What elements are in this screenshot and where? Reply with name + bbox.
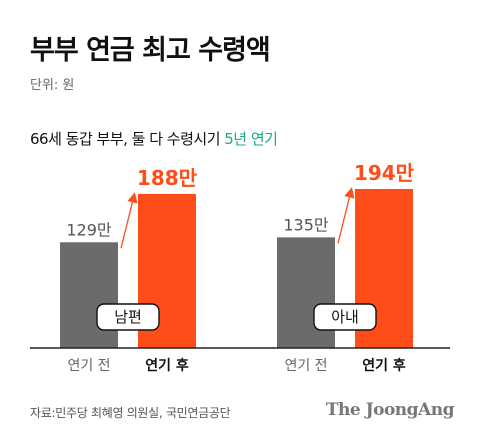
unit-label: 단위: 원	[30, 78, 75, 93]
bar-1-before	[60, 242, 118, 348]
publisher-logo: The JoongAng	[325, 400, 455, 420]
value-label-2-after: 194만	[354, 161, 415, 185]
source-note: 자료:민주당 최혜영 의원실, 국민연금공단	[30, 406, 231, 420]
category-label-1-after: 연기 후	[145, 358, 189, 374]
increase-arrow-2	[337, 187, 355, 244]
page-title: 부부 연금 최고 수령액	[30, 35, 271, 66]
group-tag-2	[313, 303, 377, 331]
subtitle-accent: 5년 연기	[224, 130, 278, 148]
category-label-2-before: 연기 전	[284, 358, 327, 374]
category-label-2-after: 연기 후	[362, 358, 406, 374]
value-label-2-before: 135만	[283, 215, 329, 234]
group-tag-1	[96, 303, 160, 331]
value-label-1-before: 129만	[66, 220, 112, 239]
value-label-1-after: 188만	[137, 166, 198, 190]
subtitle-main: 66세 동갑 부부, 둘 다 수령시기	[30, 130, 225, 148]
bar-2-before	[277, 237, 335, 348]
category-label-1-before: 연기 전	[67, 358, 110, 374]
increase-arrow-1	[120, 192, 138, 249]
group-label-1: 남편	[114, 308, 142, 326]
chart-subtitle: 66세 동갑 부부, 둘 다 수령시기 5년 연기	[30, 128, 278, 149]
group-label-2: 아내	[331, 308, 359, 326]
